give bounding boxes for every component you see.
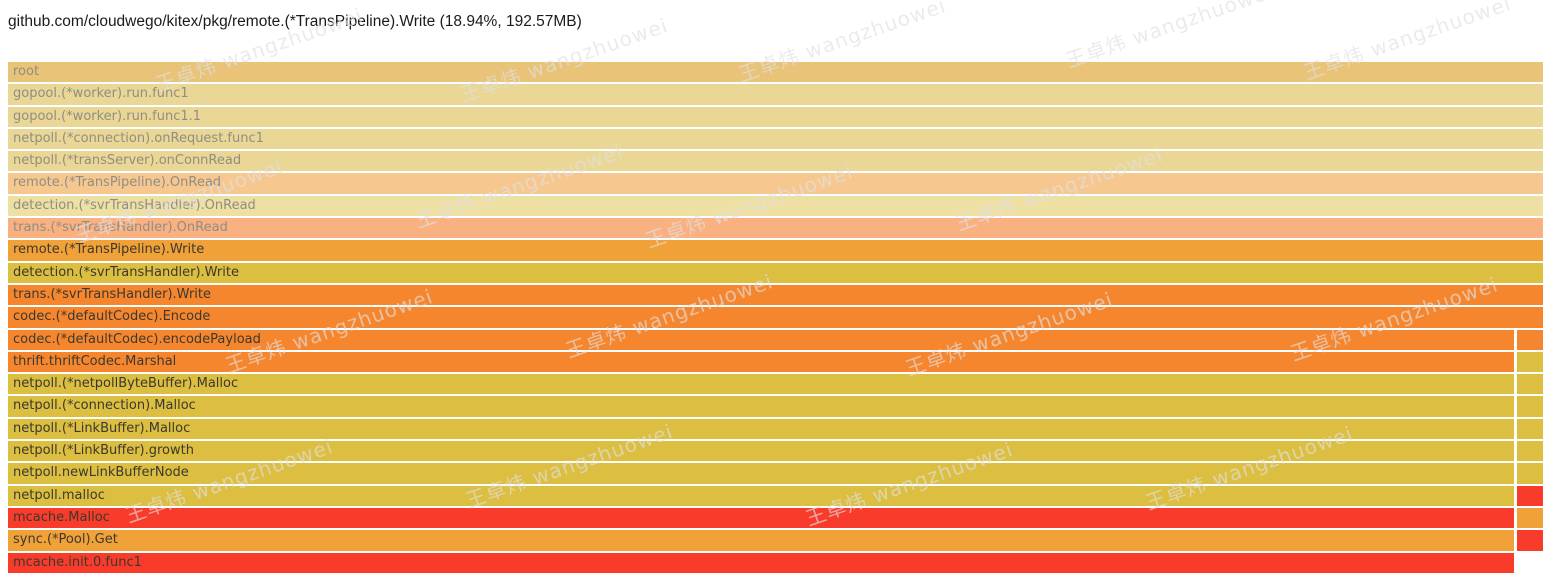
frame-sibling-depth-12[interactable] — [1517, 329, 1543, 350]
frame-label: thrift.thriftCodec.Marshal — [13, 353, 177, 369]
frame-label: netpoll.(*LinkBuffer).Malloc — [13, 420, 191, 436]
selected-frame-title: github.com/cloudwego/kitex/pkg/remote.(*… — [8, 13, 582, 30]
flame-row-depth-11: codec.(*defaultCodec).Encode — [8, 307, 1543, 328]
frame-remote-transpipeline-onread[interactable]: remote.(*TransPipeline).OnRead — [8, 173, 1543, 194]
flame-row-depth-22: mcache.init.0.func1 — [8, 552, 1543, 573]
flame-row-depth-12: codec.(*defaultCodec).encodePayload — [8, 329, 1543, 350]
frame-detection-svrtranshandler-onread[interactable]: detection.(*svrTransHandler).OnRead — [8, 195, 1543, 217]
frame-label: remote.(*TransPipeline).OnRead — [13, 175, 222, 191]
frame-mcache-malloc[interactable]: mcache.Malloc — [8, 507, 1514, 529]
frame-netpoll-linkbuffer-malloc[interactable]: netpoll.(*LinkBuffer).Malloc — [8, 418, 1514, 440]
flame-row-depth-18: netpoll.newLinkBufferNode — [8, 463, 1543, 484]
frame-sibling-depth-19[interactable] — [1517, 485, 1543, 506]
flame-row-depth-5: remote.(*TransPipeline).OnRead — [8, 173, 1543, 194]
frame-sync-pool-get[interactable]: sync.(*Pool).Get — [8, 530, 1514, 551]
flame-row-depth-21: sync.(*Pool).Get — [8, 530, 1543, 551]
frame-label: mcache.init.0.func1 — [13, 554, 142, 570]
frame-label: netpoll.newLinkBufferNode — [13, 465, 189, 481]
frame-trans-svrtranshandler-onread[interactable]: trans.(*svrTransHandler).OnRead — [8, 218, 1543, 239]
frame-trans-svrtranshandler-write[interactable]: trans.(*svrTransHandler).Write — [8, 284, 1543, 306]
frame-label: codec.(*defaultCodec).Encode — [13, 309, 211, 325]
frame-gopool-worker-run-func1-1[interactable]: gopool.(*worker).run.func1.1 — [8, 106, 1543, 127]
frame-label: netpoll.(*connection).Malloc — [13, 398, 196, 414]
flame-row-depth-8: remote.(*TransPipeline).Write — [8, 240, 1543, 261]
frame-sibling-depth-18[interactable] — [1517, 463, 1543, 484]
frame-label: root — [13, 64, 40, 79]
frame-netpoll-connection-onrequest-func1[interactable]: netpoll.(*connection).onRequest.func1 — [8, 128, 1543, 150]
frame-sibling-depth-21[interactable] — [1517, 530, 1543, 551]
frame-label: detection.(*svrTransHandler).Write — [13, 264, 239, 280]
frame-sibling-depth-13[interactable] — [1517, 351, 1543, 373]
flame-row-depth-17: netpoll.(*LinkBuffer).growth — [8, 441, 1543, 462]
frame-sibling-depth-16[interactable] — [1517, 418, 1543, 440]
flame-row-depth-6: detection.(*svrTransHandler).OnRead — [8, 195, 1543, 217]
flame-row-depth-3: netpoll.(*connection).onRequest.func1 — [8, 128, 1543, 150]
frame-netpoll-malloc[interactable]: netpoll.malloc — [8, 485, 1514, 506]
flame-row-depth-9: detection.(*svrTransHandler).Write — [8, 262, 1543, 283]
frame-label: codec.(*defaultCodec).encodePayload — [13, 331, 261, 347]
flame-row-depth-15: netpoll.(*connection).Malloc — [8, 396, 1543, 417]
flame-graph: root gopool.(*worker).run.func1 gopool.(*w… — [8, 62, 1543, 575]
frame-thrift-thriftcodec-marshal[interactable]: thrift.thriftCodec.Marshal — [8, 351, 1514, 373]
frame-label: mcache.Malloc — [13, 509, 110, 525]
frame-mcache-init-0-func1[interactable]: mcache.init.0.func1 — [8, 552, 1514, 573]
frame-netpoll-transserver-onconnread[interactable]: netpoll.(*transServer).onConnRead — [8, 151, 1543, 172]
frame-label: netpoll.malloc — [13, 487, 105, 503]
frame-sibling-depth-14[interactable] — [1517, 374, 1543, 395]
frame-netpoll-netpollbytebuffer-malloc[interactable]: netpoll.(*netpollByteBuffer).Malloc — [8, 374, 1514, 395]
frame-netpoll-connection-malloc[interactable]: netpoll.(*connection).Malloc — [8, 396, 1514, 417]
flame-row-depth-0: root — [8, 62, 1543, 83]
frame-codec-defaultcodec-encode[interactable]: codec.(*defaultCodec).Encode — [8, 307, 1543, 328]
frame-codec-defaultcodec-encodepayload[interactable]: codec.(*defaultCodec).encodePayload — [8, 329, 1514, 350]
flame-row-depth-1: gopool.(*worker).run.func1 — [8, 84, 1543, 105]
frame-gopool-worker-run-func1[interactable]: gopool.(*worker).run.func1 — [8, 84, 1543, 105]
flame-row-depth-19: netpoll.malloc — [8, 485, 1543, 506]
frame-label: remote.(*TransPipeline).Write — [13, 242, 205, 258]
frame-label: trans.(*svrTransHandler).OnRead — [13, 220, 228, 236]
flame-row-depth-14: netpoll.(*netpollByteBuffer).Malloc — [8, 374, 1543, 395]
frame-label: detection.(*svrTransHandler).OnRead — [13, 197, 256, 213]
flame-row-depth-13: thrift.thriftCodec.Marshal — [8, 351, 1543, 373]
frame-sibling-depth-20[interactable] — [1517, 507, 1543, 529]
frame-sibling-depth-15[interactable] — [1517, 396, 1543, 417]
flame-row-depth-2: gopool.(*worker).run.func1.1 — [8, 106, 1543, 127]
frame-root[interactable]: root — [8, 62, 1543, 83]
frame-label: netpoll.(*connection).onRequest.func1 — [13, 130, 264, 146]
frame-label: netpoll.(*netpollByteBuffer).Malloc — [13, 376, 239, 392]
frame-label: gopool.(*worker).run.func1.1 — [13, 108, 202, 124]
frame-netpoll-linkbuffer-growth[interactable]: netpoll.(*LinkBuffer).growth — [8, 441, 1514, 462]
frame-label: netpoll.(*transServer).onConnRead — [13, 153, 242, 169]
frame-remote-transpipeline-write[interactable]: remote.(*TransPipeline).Write — [8, 240, 1543, 261]
flame-row-depth-7: trans.(*svrTransHandler).OnRead — [8, 218, 1543, 239]
flame-row-depth-20: mcache.Malloc — [8, 507, 1543, 529]
flame-row-depth-10: trans.(*svrTransHandler).Write — [8, 284, 1543, 306]
frame-sibling-depth-17[interactable] — [1517, 441, 1543, 462]
flame-row-depth-16: netpoll.(*LinkBuffer).Malloc — [8, 418, 1543, 440]
frame-label: sync.(*Pool).Get — [13, 532, 118, 548]
frame-netpoll-newlinkbuffernode[interactable]: netpoll.newLinkBufferNode — [8, 463, 1514, 484]
frame-label: netpoll.(*LinkBuffer).growth — [13, 443, 194, 459]
frame-detection-svrtranshandler-write[interactable]: detection.(*svrTransHandler).Write — [8, 262, 1543, 283]
flame-row-depth-4: netpoll.(*transServer).onConnRead — [8, 151, 1543, 172]
frame-label: gopool.(*worker).run.func1 — [13, 86, 189, 102]
frame-label: trans.(*svrTransHandler).Write — [13, 286, 212, 302]
